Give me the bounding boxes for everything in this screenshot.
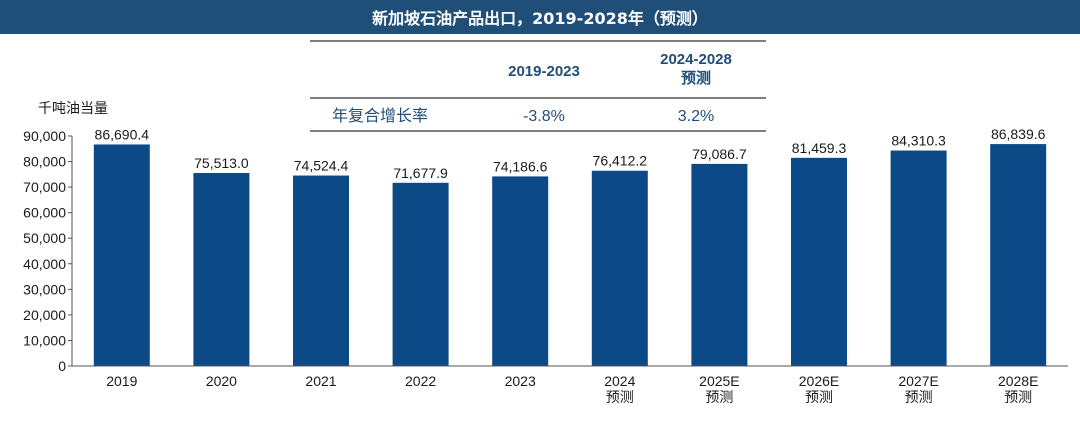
data-label: 74,524.4 (294, 158, 349, 174)
data-label: 86,690.4 (95, 126, 150, 142)
data-label: 75,513.0 (194, 155, 249, 171)
x-tick-label: 2022 (405, 373, 436, 389)
bar (492, 176, 549, 366)
y-tick-label: 40,000 (23, 256, 66, 272)
bar (691, 163, 748, 366)
data-label: 76,412.2 (593, 153, 648, 169)
bar (293, 175, 349, 366)
bar (591, 170, 648, 366)
x-tick-label: 2024 预测 (604, 373, 635, 406)
table-cell-value: -3.8% (523, 108, 565, 125)
bar (392, 182, 449, 366)
y-axis: 0 10,000 20,000 30,000 40,000 50,000 60,000 70,… (23, 128, 73, 374)
y-tick-label: 60,000 (23, 205, 66, 221)
bar (791, 157, 847, 366)
data-label: 71,677.9 (393, 165, 448, 181)
table-column-header: 2024-2028 预测 (660, 51, 732, 87)
x-tick-label: 2021 (305, 373, 336, 389)
x-tick-label: 2026E 预测 (799, 373, 839, 406)
x-axis: 2019 2020 2021 2022 2023 2024 预测 2025E 预测 2026E 预测… (72, 365, 1068, 406)
data-label: 84,310.3 (891, 133, 946, 149)
bar (93, 144, 150, 366)
x-tick-label: 2023 (505, 373, 536, 389)
x-tick-label: 2020 (206, 373, 237, 389)
cagr-table: 2019-2023 -3.8% 2024-2028 预测 3.2% 年复合增长率 (310, 40, 766, 132)
bar (990, 144, 1047, 366)
table-column-header: 2019-2023 (508, 63, 580, 80)
x-tick-label: 2019 (106, 373, 137, 389)
y-tick-label: 0 (58, 358, 66, 374)
bars (93, 144, 1047, 366)
y-tick-label: 10,000 (23, 332, 66, 348)
y-axis-label: 千吨油当量 (38, 101, 108, 117)
y-tick-label: 20,000 (23, 307, 66, 323)
data-label: 81,459.3 (792, 140, 847, 156)
data-label: 79,086.7 (692, 146, 747, 162)
table-row-label: 年复合增长率 (332, 106, 428, 125)
bar (193, 173, 250, 366)
data-label: 74,186.6 (493, 158, 548, 174)
y-tick-label: 80,000 (23, 154, 66, 170)
y-tick-label: 30,000 (23, 281, 66, 297)
y-tick-label: 90,000 (23, 128, 66, 144)
x-tick-label: 2027E 预测 (898, 373, 938, 406)
x-tick-label: 2028E 预测 (998, 373, 1038, 406)
value-labels: 86,690.4 75,513.0 74,524.4 71,677.9 74,186.6… (95, 126, 1046, 181)
y-tick-label: 70,000 (23, 179, 66, 195)
bar (890, 150, 947, 366)
chart-title: 新加坡石油产品出口，2019-2028年（预测） (0, 0, 1080, 34)
x-tick-label: 2025E 预测 (699, 373, 739, 406)
y-tick-label: 50,000 (23, 230, 66, 246)
data-label: 86,839.6 (991, 126, 1046, 142)
table-cell-value: 3.2% (678, 108, 714, 125)
